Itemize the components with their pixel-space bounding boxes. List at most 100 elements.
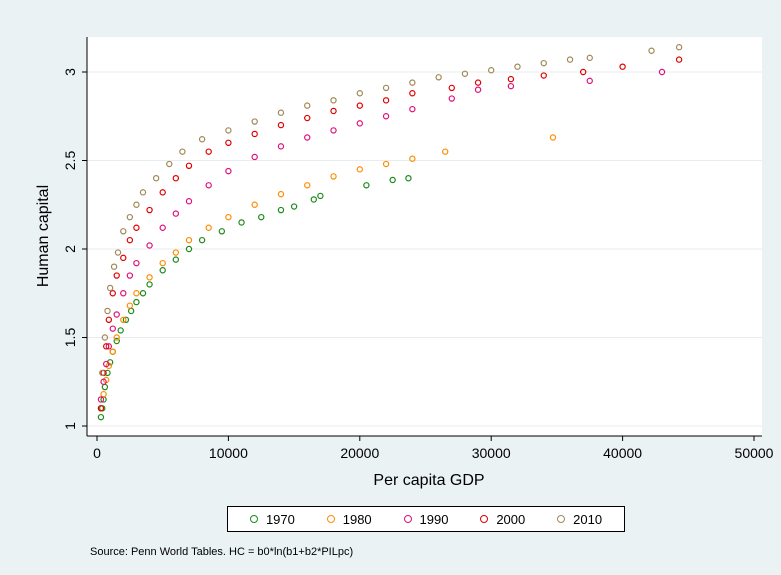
point-2010-27 bbox=[566, 56, 574, 63]
legend-label-1990: 1990 bbox=[419, 511, 449, 527]
point-2010-16 bbox=[277, 109, 285, 116]
legend: 1970 1980 1990 2000 2010 bbox=[227, 506, 625, 532]
point-1980-6 bbox=[120, 316, 127, 323]
point-2010-20 bbox=[382, 84, 390, 92]
point-1990-20 bbox=[382, 113, 390, 120]
point-1970-25 bbox=[363, 182, 370, 189]
point-2010-13 bbox=[198, 136, 206, 143]
x-tick-label-20000: 20000 bbox=[340, 445, 379, 461]
point-1980-15 bbox=[251, 201, 258, 208]
point-2010-19 bbox=[356, 90, 363, 97]
legend-label-1980: 1980 bbox=[342, 511, 372, 527]
point-1990-23 bbox=[474, 86, 482, 93]
y-tick-label-1: 1 bbox=[62, 422, 78, 430]
point-2000-8 bbox=[133, 224, 140, 231]
y-tick-label-2.5: 2.5 bbox=[62, 151, 78, 171]
point-2000-4 bbox=[109, 290, 116, 297]
legend-marker-1990 bbox=[403, 515, 412, 523]
point-1990-6 bbox=[120, 290, 127, 297]
legend-marker-2010 bbox=[557, 515, 566, 523]
point-1980-22 bbox=[442, 148, 449, 155]
point-1970-11 bbox=[133, 298, 140, 306]
point-2000-10 bbox=[159, 189, 166, 196]
point-1980-12 bbox=[185, 236, 193, 244]
point-1990-14 bbox=[225, 167, 232, 175]
point-1970-19 bbox=[238, 219, 245, 226]
legend-item-1970: 1970 bbox=[249, 511, 295, 527]
point-2000-25 bbox=[540, 72, 547, 79]
point-2000-15 bbox=[251, 130, 258, 138]
point-2010-25 bbox=[514, 63, 521, 70]
legend-item-2000: 2000 bbox=[480, 512, 525, 527]
point-2000-27 bbox=[619, 63, 626, 70]
point-2010-10 bbox=[152, 174, 160, 182]
point-2000-21 bbox=[409, 90, 416, 97]
point-2010-14 bbox=[225, 127, 232, 134]
point-1990-8 bbox=[133, 259, 140, 267]
point-2000-2 bbox=[102, 343, 110, 350]
point-2000-9 bbox=[146, 206, 153, 214]
point-1990-17 bbox=[304, 134, 311, 141]
point-1980-11 bbox=[172, 249, 180, 256]
point-2000-17 bbox=[304, 114, 311, 122]
y-tick-label-1.5: 1.5 bbox=[62, 328, 78, 348]
point-2000-0 bbox=[97, 405, 105, 412]
point-1990-11 bbox=[172, 210, 180, 217]
point-1970-9 bbox=[122, 316, 130, 323]
point-2000-20 bbox=[382, 97, 390, 104]
point-2010-11 bbox=[166, 160, 173, 168]
point-1990-21 bbox=[409, 105, 416, 113]
point-1980-7 bbox=[126, 302, 134, 309]
point-1970-21 bbox=[277, 206, 285, 214]
x-tick-label-40000: 40000 bbox=[603, 445, 642, 461]
point-2010-4 bbox=[110, 263, 118, 270]
point-2000-23 bbox=[474, 79, 482, 86]
point-2000-12 bbox=[185, 162, 193, 170]
point-2010-24 bbox=[488, 67, 495, 74]
point-1990-0 bbox=[97, 396, 105, 403]
point-1980-16 bbox=[277, 190, 285, 198]
point-2000-13 bbox=[205, 148, 212, 155]
legend-item-1990: 1990 bbox=[403, 511, 449, 527]
point-1990-22 bbox=[448, 95, 455, 102]
point-2010-7 bbox=[126, 213, 134, 221]
point-1990-12 bbox=[185, 198, 193, 205]
point-1970-22 bbox=[290, 203, 298, 210]
point-1970-23 bbox=[310, 196, 318, 203]
legend-label-1970: 1970 bbox=[265, 511, 295, 527]
point-1990-9 bbox=[146, 242, 153, 249]
point-1990-1 bbox=[100, 378, 107, 385]
point-1980-8 bbox=[133, 290, 140, 297]
point-2010-12 bbox=[179, 148, 186, 155]
x-tick-label-50000: 50000 bbox=[735, 445, 774, 461]
point-1980-14 bbox=[225, 213, 232, 221]
point-1980-19 bbox=[356, 166, 363, 173]
x-axis-label: Per capita GDP bbox=[373, 472, 484, 489]
point-1990-3 bbox=[105, 343, 113, 350]
point-1990-10 bbox=[159, 224, 166, 231]
x-tick-label-10000: 10000 bbox=[209, 445, 248, 461]
point-1990-4 bbox=[109, 325, 116, 332]
plot-area bbox=[87, 37, 762, 436]
point-1990-19 bbox=[356, 120, 363, 127]
legend-item-1980: 1980 bbox=[326, 511, 372, 527]
point-2010-22 bbox=[435, 74, 442, 81]
point-2010-15 bbox=[251, 118, 258, 125]
legend-marker-2000 bbox=[480, 515, 489, 523]
point-2010-3 bbox=[106, 284, 114, 292]
point-2000-22 bbox=[448, 84, 455, 92]
point-2000-16 bbox=[277, 121, 285, 129]
point-2010-5 bbox=[114, 249, 122, 256]
x-tick-label-30000: 30000 bbox=[472, 445, 511, 461]
point-2010-6 bbox=[120, 228, 127, 235]
point-2010-23 bbox=[461, 70, 469, 77]
y-tick-label-3: 3 bbox=[62, 68, 78, 76]
x-tick-label-0: 0 bbox=[93, 445, 101, 461]
point-1980-21 bbox=[409, 155, 416, 162]
legend-marker-1970 bbox=[249, 515, 258, 523]
point-1990-25 bbox=[586, 77, 593, 85]
point-1990-24 bbox=[507, 82, 515, 90]
point-2010-1 bbox=[101, 334, 109, 341]
point-2000-7 bbox=[126, 236, 134, 244]
point-2000-18 bbox=[330, 107, 337, 115]
